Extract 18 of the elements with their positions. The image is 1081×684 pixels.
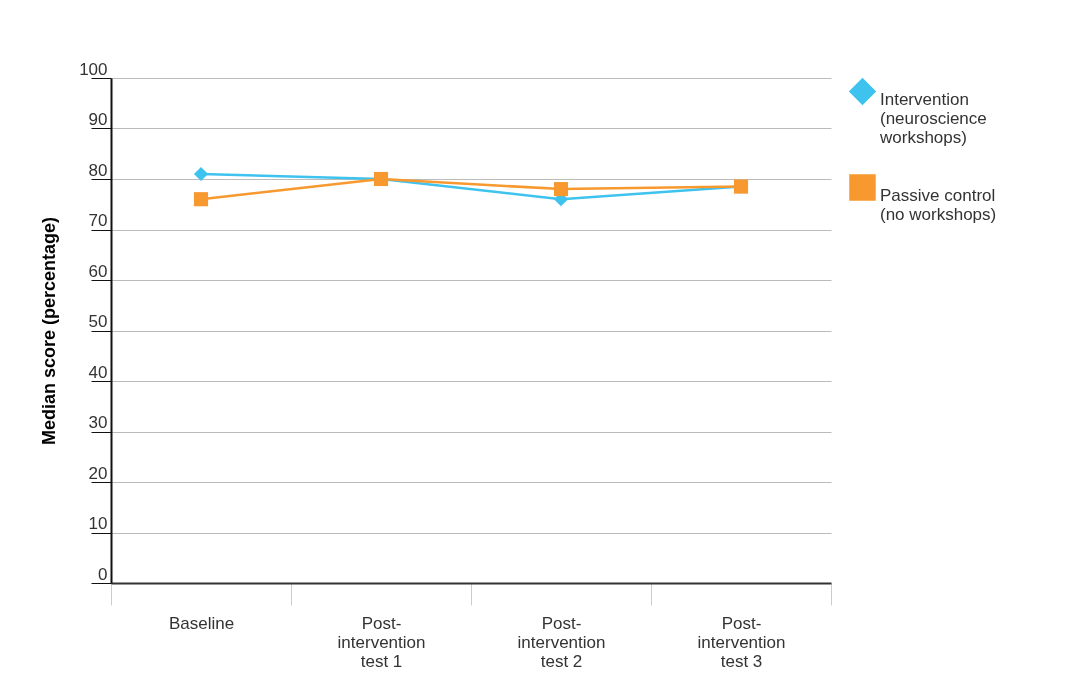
- y-tick-label: 50: [88, 312, 108, 331]
- y-tick-label: 60: [88, 261, 108, 281]
- legend-label: Passive control (no workshops): [880, 185, 997, 224]
- y-axis-title: Median score (percentage): [39, 216, 60, 446]
- y-tick-label: 100: [79, 59, 108, 79]
- x-tick-label: Post- intervention test 1: [337, 613, 426, 671]
- y-tick-label: 40: [88, 362, 108, 382]
- y-tick-label: 30: [88, 413, 108, 432]
- legend-label: Intervention (neuroscience workshops): [879, 89, 987, 147]
- y-tick-label: 80: [88, 160, 108, 180]
- y-tick-label: 20: [88, 463, 108, 483]
- y-tick-label: 10: [88, 514, 108, 533]
- y-tick-label: 0: [98, 564, 108, 584]
- x-tick-label: Post- intervention test 2: [517, 613, 606, 671]
- x-tick-label: Post- intervention test 3: [697, 613, 786, 671]
- x-tick-label: Baseline: [168, 613, 235, 633]
- y-tick-label: 70: [88, 211, 108, 230]
- y-tick-label: 90: [88, 110, 108, 129]
